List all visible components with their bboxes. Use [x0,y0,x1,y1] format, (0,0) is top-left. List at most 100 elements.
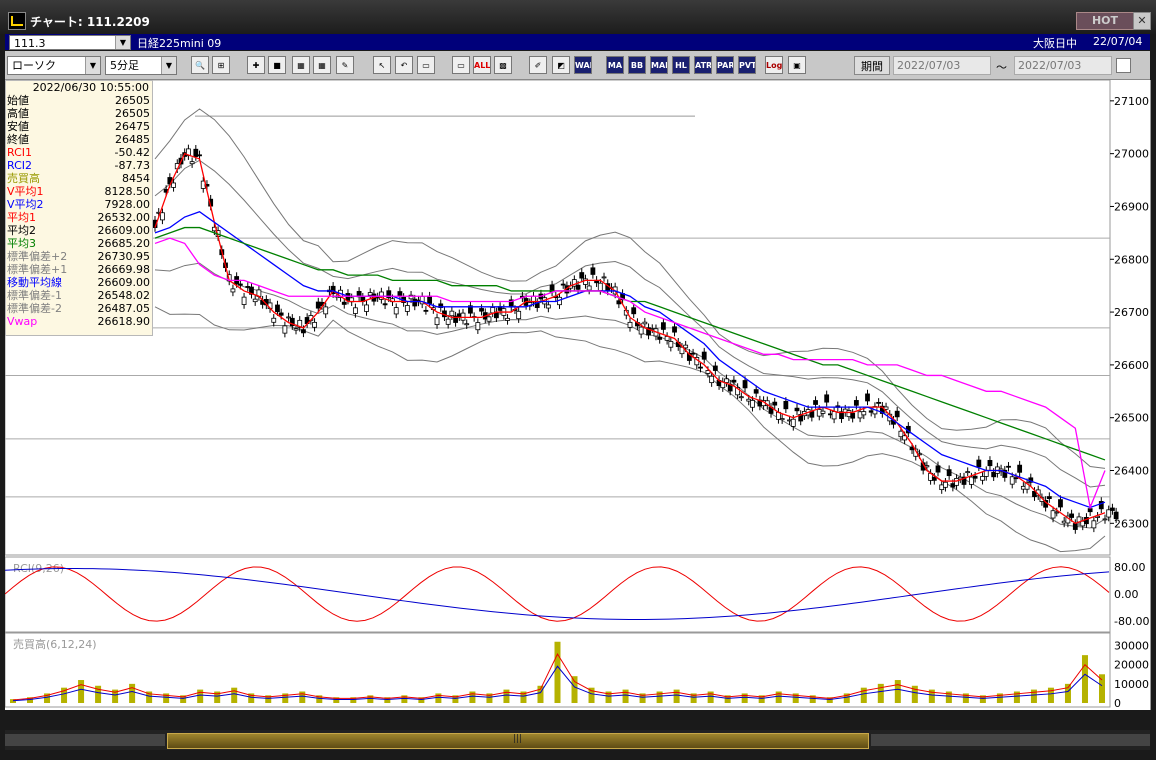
close-button[interactable]: ✕ [1133,12,1151,30]
candle-body [664,336,670,341]
price-tick-label: 27100 [1114,95,1149,108]
candle-body [642,321,648,325]
candle-body [712,365,718,371]
tool-wap-button[interactable]: WAP [574,56,592,74]
candle-body [160,212,165,221]
chart-navigator[interactable]: ||| [5,730,1150,750]
tool-cursor-icon[interactable]: ⊞ [212,56,230,74]
candle-body [449,310,455,317]
info-value: 8128.50 [104,185,151,198]
candle-body [185,148,191,157]
volume-bar [231,687,238,703]
volume-bar [537,685,544,703]
volume-tick-label: 10000 [1114,678,1149,691]
tool-zoom-icon[interactable]: 🔍 [191,56,209,74]
chevron-down-icon[interactable]: ▼ [161,57,176,74]
candle-body [453,315,458,323]
volume-label: 売買高(6,12,24) [13,637,97,651]
interval-select[interactable]: 5分足 ▼ [105,56,177,75]
candle-body [275,304,280,313]
volume-bar [843,693,850,703]
window-titlebar: チャート: 111.2209 HOT ✕ [0,0,1156,34]
tool-pvt-button[interactable]: PVT [738,56,756,74]
candle-body [935,465,941,473]
tool-log-icon[interactable]: Log [765,56,783,74]
tool-label: PVT [739,61,756,70]
info-timestamp: 2022/06/30 10:55:00 [32,81,149,94]
info-label: 高値 [7,107,29,120]
code-select[interactable]: 111.3 ▼ [9,35,131,50]
info-label: V平均2 [7,198,44,211]
tool-hl-button[interactable]: HL [672,56,690,74]
candle-body [1050,510,1056,519]
tool-label: ↶ [400,61,408,70]
volume-bar [758,695,765,703]
period-button[interactable]: 期間 [854,56,890,75]
info-row: 終値 26485 [6,133,152,146]
candle-body [991,471,997,478]
hot-button[interactable]: HOT [1076,12,1134,30]
tool-cal-icon[interactable]: ▦ [292,56,310,74]
tool-box-icon[interactable]: ▭ [417,56,435,74]
candle-body [382,303,388,306]
candle-body [438,303,444,308]
tool-fill-icon[interactable]: ◩ [552,56,570,74]
bollinger-band [154,159,1106,488]
tool-cross-icon[interactable]: ✚ [247,56,265,74]
tool-arrow-icon[interactable]: ↖ [373,56,391,74]
tool-grid-icon[interactable]: ▩ [494,56,512,74]
candle-body [943,481,948,488]
tool-ma-button[interactable]: MA [606,56,624,74]
candle-body [1113,511,1119,520]
tool-label: Log [766,61,783,70]
tool-stop-icon[interactable]: ■ [268,56,286,74]
candle-body [738,396,744,399]
code-value: 111.3 [14,37,46,50]
date-to-field[interactable]: 2022/07/03 [1014,56,1112,75]
grip-icon[interactable]: ||| [513,734,523,744]
tool-pen-icon[interactable]: ✎ [336,56,354,74]
tool-label: ◩ [557,61,565,70]
info-row: 標準偏差-1 26548.02 [6,289,152,302]
info-value: 26609.00 [97,224,151,237]
candle-body [386,290,392,299]
volume-bar [418,697,425,703]
tool-label: PAR [717,61,734,70]
tool-screen-icon[interactable]: ▣ [788,56,806,74]
tool-par-button[interactable]: PAR [716,56,734,74]
candle-body [427,295,433,304]
candle-body [282,325,288,334]
tool-cal2-icon[interactable]: ▦ [313,56,331,74]
volume-bar [996,693,1003,703]
chart-svg[interactable]: 27100 27000 26900 26800 26700 26600 26500 26400… [5,80,1150,710]
tool-all-icon[interactable]: ALL [473,56,491,74]
market-date: 22/07/04 [1093,35,1143,48]
chevron-down-icon[interactable]: ▼ [115,36,130,49]
chart-type-value: ローソク [12,59,56,72]
tool-box2-icon[interactable]: ▭ [452,56,470,74]
info-value: 26532.00 [97,211,151,224]
candle-body [980,476,985,481]
chart-area[interactable]: 27100 27000 26900 26800 26700 26600 26500 26400… [5,80,1151,710]
info-row: RCI2 -87.73 [6,159,152,172]
price-tick-label: 27000 [1114,148,1149,161]
volume-bar [367,695,374,703]
bollinger-band [154,108,1106,469]
tool-draw-icon[interactable]: ✐ [529,56,547,74]
info-value: 26669.98 [97,263,151,276]
volume-avg1 [12,652,1103,701]
candle-body [590,267,596,275]
candle-body [946,469,952,477]
tool-atr-button[interactable]: ATR [694,56,712,74]
option-checkbox[interactable] [1116,58,1131,73]
tool-mae-button[interactable]: MAE [650,56,668,74]
chevron-down-icon[interactable]: ▼ [85,57,100,74]
candle-body [1024,482,1030,490]
tool-bb-button[interactable]: BB [628,56,646,74]
navigator-thumb[interactable]: ||| [167,733,869,749]
chart-type-select[interactable]: ローソク ▼ [7,56,101,75]
volume-bar [945,691,952,703]
tool-undo-icon[interactable]: ↶ [395,56,413,74]
info-label: 移動平均線 [7,276,62,289]
date-from-field[interactable]: 2022/07/03 [893,56,991,75]
